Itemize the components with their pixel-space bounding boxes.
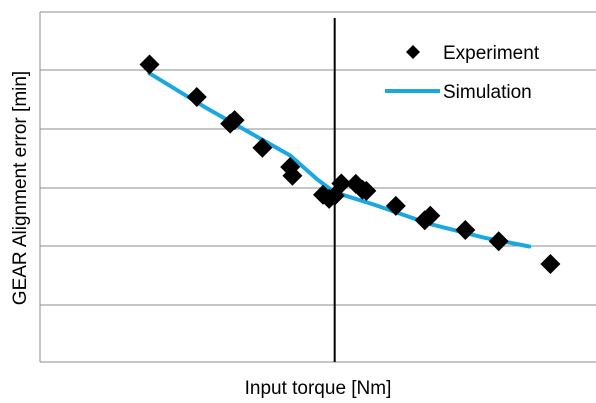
legend: Experiment Simulation: [385, 43, 540, 103]
y-axis-title: GEAR Alignment error [min]: [10, 71, 31, 305]
x-axis-title: Input torque [Nm]: [245, 378, 392, 399]
data-point-experiment-3: [224, 110, 245, 131]
data-point-experiment-0: [139, 54, 160, 75]
legend-experiment-marker: [406, 45, 420, 59]
data-point-experiment-16: [420, 205, 441, 226]
legend-experiment-label: Experiment: [443, 43, 540, 64]
data-point-experiment-4: [252, 137, 273, 158]
data-point-experiment-6: [282, 165, 303, 186]
data-point-experiment-18: [488, 231, 509, 252]
legend-simulation-label: Simulation: [443, 82, 532, 103]
data-point-experiment-10: [331, 173, 352, 194]
data-point-experiment-1: [186, 87, 207, 108]
plot-series: [139, 54, 561, 274]
gridlines: [40, 11, 596, 306]
data-point-experiment-19: [540, 254, 561, 274]
data-point-experiment-13: [356, 180, 377, 201]
data-point-experiment-14: [385, 195, 406, 216]
data-point-experiment-17: [455, 220, 476, 241]
